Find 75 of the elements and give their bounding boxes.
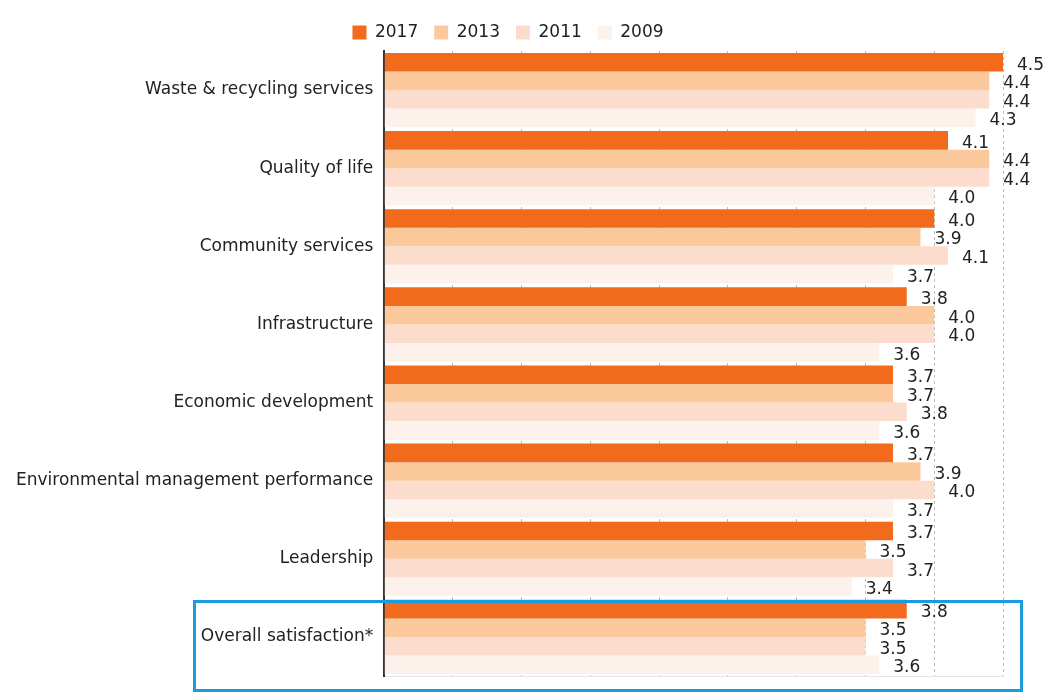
data-label: 4.1 (962, 247, 990, 268)
data-label: 3.8 (920, 288, 948, 309)
bar (384, 186, 935, 206)
data-label: 3.7 (907, 499, 935, 520)
data-label: 3.8 (920, 600, 948, 621)
legend-label: 2009 (620, 20, 664, 41)
data-label: 3.5 (879, 619, 907, 640)
data-label: 3.7 (907, 444, 935, 465)
bar (384, 324, 935, 343)
bar (384, 149, 990, 169)
data-label: 4.0 (948, 325, 976, 346)
data-label: 3.5 (879, 540, 907, 561)
legend-label: 2011 (538, 20, 582, 41)
bar (384, 384, 893, 403)
bar (384, 264, 893, 284)
data-label: 4.4 (1003, 72, 1031, 93)
bar (384, 209, 935, 228)
data-label: 3.8 (920, 403, 948, 424)
y-tick-label: Leadership (279, 547, 374, 568)
data-label: 3.4 (865, 578, 893, 599)
bar (384, 305, 935, 325)
bar (384, 655, 880, 675)
data-label: 3.6 (893, 421, 921, 442)
bar (384, 402, 907, 422)
bar (384, 365, 893, 385)
data-label: 4.0 (948, 209, 976, 230)
data-label: 4.3 (989, 109, 1017, 130)
data-label: 4.4 (1003, 168, 1031, 189)
data-label: 3.7 (907, 384, 935, 405)
data-label: 4.0 (948, 481, 976, 502)
bar (384, 421, 880, 440)
bar (384, 52, 1003, 72)
y-tick-label: Quality of life (259, 156, 374, 177)
bar (384, 90, 990, 109)
bar (384, 227, 921, 247)
bar (384, 480, 935, 500)
legend-label: 2013 (456, 20, 500, 41)
bar (384, 558, 893, 578)
y-tick-label: Waste & recycling services (145, 78, 374, 99)
bar (384, 246, 948, 265)
y-tick-label: Community services (199, 234, 374, 255)
data-label: 3.5 (879, 637, 907, 658)
bar (384, 577, 852, 596)
bar (384, 443, 893, 463)
data-label: 3.9 (934, 228, 962, 249)
data-label: 3.6 (893, 656, 921, 677)
legend-label: 2017 (374, 20, 419, 41)
bar (384, 540, 866, 559)
bar (384, 287, 907, 306)
data-label: 4.0 (948, 306, 976, 327)
bar (384, 108, 976, 128)
data-label: 3.7 (907, 522, 935, 543)
bar (384, 462, 921, 481)
y-tick-label: Infrastructure (256, 312, 374, 333)
data-label: 3.7 (907, 366, 935, 387)
bar (384, 168, 990, 187)
data-label: 3.7 (907, 265, 935, 286)
y-tick-label: Overall satisfaction* (200, 625, 374, 646)
data-label: 4.4 (1003, 90, 1031, 111)
bar (384, 636, 866, 656)
bar (384, 618, 866, 637)
y-tick-label: Environmental management performance (16, 469, 374, 490)
bar (384, 131, 948, 150)
bar (384, 521, 893, 541)
data-label: 4.1 (962, 131, 990, 152)
bar (384, 342, 880, 362)
data-label: 3.6 (893, 343, 921, 364)
data-label: 3.7 (907, 559, 935, 580)
bar (384, 499, 893, 518)
data-label: 3.9 (934, 462, 962, 483)
bar (384, 71, 990, 91)
y-tick-label: Economic development (173, 390, 374, 411)
data-label: 4.5 (1017, 53, 1045, 74)
data-label: 4.4 (1003, 150, 1031, 171)
data-label: 4.0 (948, 187, 976, 208)
